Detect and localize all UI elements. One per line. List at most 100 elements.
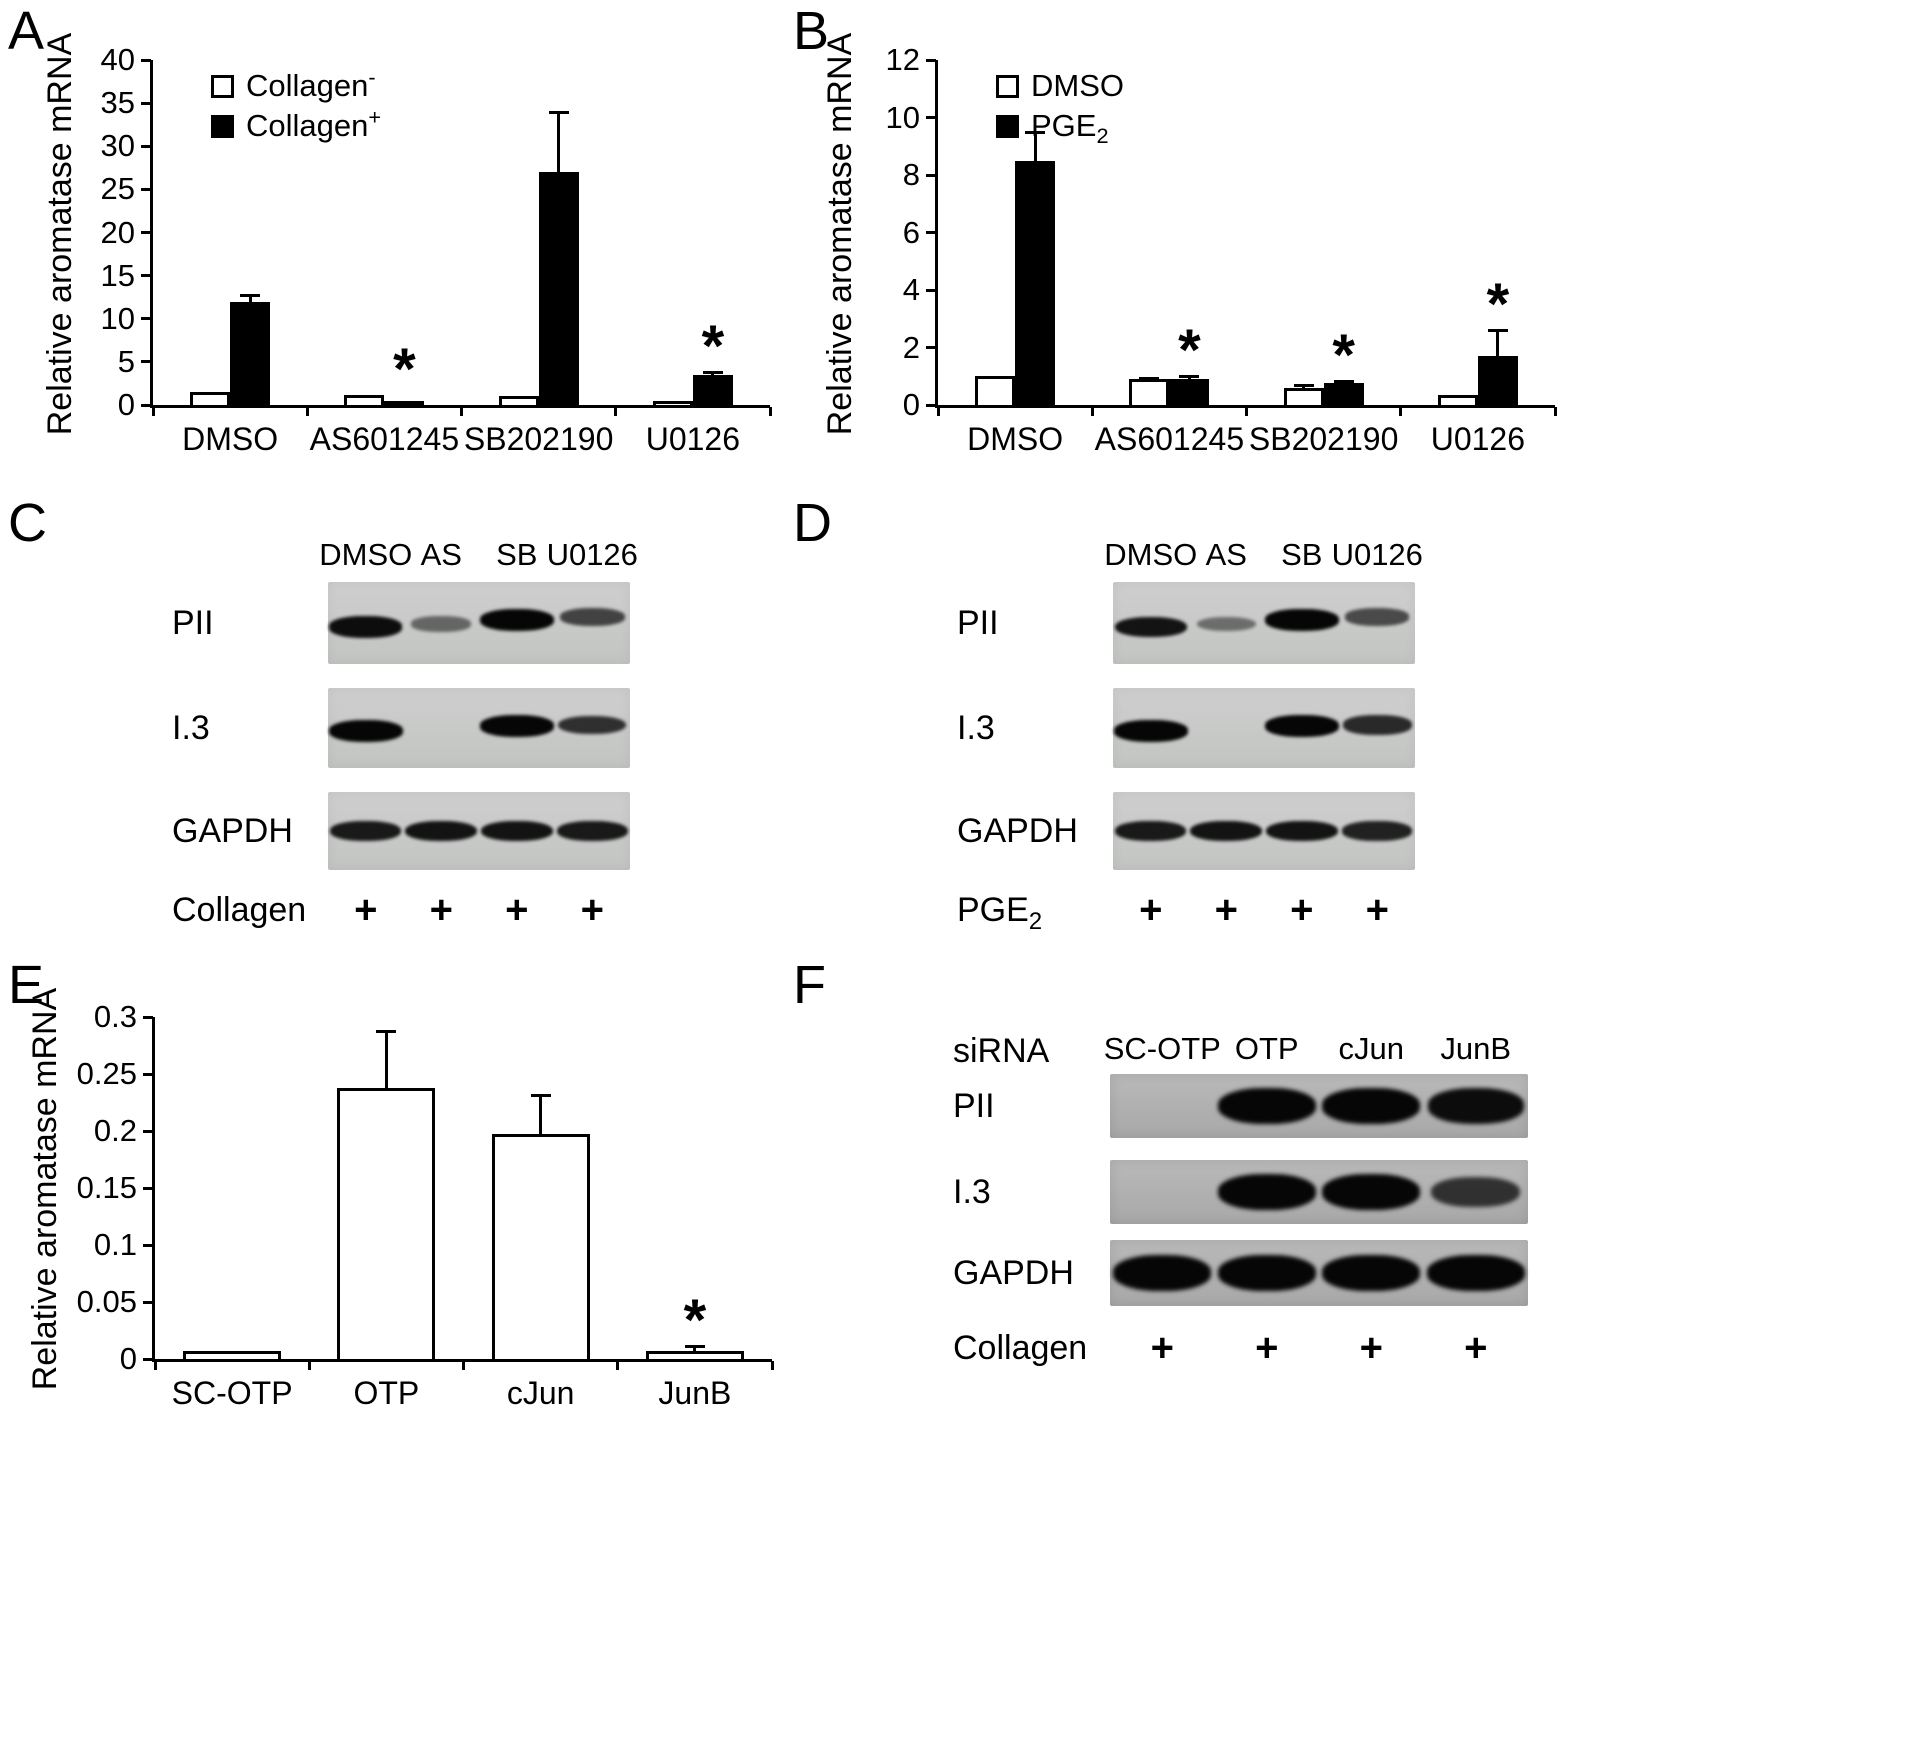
category-label: DMSO (967, 421, 1064, 457)
y-tick-label: 5 (117, 343, 135, 379)
legend-item: Collagen- (211, 66, 381, 106)
bar-sb202190-series2 (1323, 383, 1364, 405)
gel-band-pii-lane4 (1427, 1088, 1524, 1124)
gel-band-gapdh-lane4 (1342, 821, 1413, 841)
x-axis-tick (153, 1361, 157, 1370)
y-axis-tick (141, 317, 151, 321)
legend-label: Collagen- (246, 64, 376, 103)
bar-cjun-series1 (491, 1134, 590, 1359)
bar-sb202190-series2 (538, 172, 579, 405)
panel-d-gel: DMSO AS SB U0126 PII I.3 GAPDH PGE2 + + + + (785, 492, 1575, 952)
error-bar-cap (702, 371, 723, 375)
lane-header-as: AS (1205, 537, 1247, 572)
treatment-plus-lane4: + (1365, 888, 1389, 932)
gel-band-pii-lane3 (479, 609, 554, 631)
y-axis-tick (926, 346, 936, 349)
legend-swatch (211, 74, 234, 98)
gel-row-label-pii: PII (172, 604, 214, 642)
x-axis-tick (1399, 407, 1403, 416)
y-tick-label: 20 (100, 214, 135, 250)
y-axis-tick (141, 187, 151, 191)
significance-star: * (683, 1288, 707, 1354)
panel-b-letter: B (793, 1, 830, 61)
gel-band-i.3-lane3 (1322, 1174, 1421, 1210)
gel-band-i.3-lane3 (1264, 715, 1339, 737)
bar-as601245-series2 (384, 400, 425, 405)
gel-band-gapdh-lane3 (1322, 1255, 1421, 1291)
treatment-plus-lane1: + (1150, 1326, 1174, 1370)
lane-header-dmso: DMSO (319, 537, 413, 572)
gel-row-label-gapdh: GAPDH (172, 812, 293, 850)
bar-u0126-series1 (652, 400, 693, 405)
y-axis-tick (141, 274, 151, 278)
y-tick-label: 8 (902, 157, 920, 192)
y-tick-label: 4 (902, 272, 920, 307)
y-axis-tick (143, 1129, 153, 1133)
x-axis-tick (305, 407, 309, 416)
bar-dmso-series2 (230, 301, 271, 405)
y-axis-tick (141, 403, 151, 407)
gel-band-pii-lane3 (1264, 609, 1339, 631)
y-tick-label: 0.25 (76, 1056, 137, 1091)
panel-e-chart: 0 0.05 0.1 0.15 0.2 0.25 0.3 SC-OTP OTP cJun JunB * (77, 999, 774, 1411)
treatment-plus-lane3: + (505, 888, 529, 932)
error-bar (557, 111, 561, 173)
y-axis-tick (143, 1357, 153, 1361)
y-axis-tick (141, 231, 151, 234)
y-axis-tick (926, 173, 936, 177)
gel-band-i.3-lane4 (1342, 715, 1412, 735)
y-tick-label: 35 (100, 85, 135, 121)
panel-c-letter: C (8, 493, 47, 553)
error-bar (693, 1346, 697, 1352)
gel-band-gapdh-lane2 (1217, 1255, 1316, 1291)
category-label: U0126 (645, 421, 741, 457)
treatment-label: PGE2 (957, 891, 1043, 935)
lane-header-u0126: U0126 (1331, 537, 1423, 572)
legend-swatch (996, 74, 1019, 98)
y-axis-tick (141, 101, 151, 105)
panel-d: D DMSO AS SB U0126 PII I.3 GAPDH PGE2 + + + + (785, 492, 1575, 952)
legend-label: PGE2 (1031, 108, 1109, 149)
treatment-plus-lane3: + (1359, 1326, 1383, 1370)
significance-star: * (1486, 272, 1510, 338)
panel-a-letter: A (8, 1, 45, 61)
gel-row-label-pii: PII (953, 1087, 995, 1125)
y-tick-label: 6 (902, 214, 920, 250)
gel-band-pii-lane2 (1196, 616, 1256, 632)
treatment-plus-lane3: + (1290, 888, 1314, 932)
y-axis-tick (143, 1243, 153, 1247)
gel-row-label-i.3: I.3 (953, 1173, 991, 1211)
y-axis-tick (926, 58, 936, 62)
panel-a: A Relative aromatase mRNA 0 5 10 15 20 25 30 35… (0, 0, 780, 488)
gel-band-gapdh-lane1 (1113, 1255, 1212, 1291)
y-tick-label: 2 (902, 329, 920, 365)
category-label: AS601245 (309, 421, 460, 457)
panel-b: B Relative aromatase mRNA 0 2 4 6 8 10 12 DMSO A… (785, 0, 1575, 488)
gel-band-pii-lane4 (1345, 608, 1410, 626)
lane-header-as: AS (420, 537, 462, 572)
x-axis-tick (768, 407, 772, 416)
y-axis-tick (141, 144, 151, 148)
bar-u0126-series1 (1437, 394, 1478, 405)
y-tick-label: 10 (100, 300, 135, 336)
y-axis-tick (143, 1015, 153, 1019)
error-bar (1033, 131, 1037, 161)
bar-u0126-series2 (1477, 356, 1518, 405)
x-axis-tick (1245, 407, 1248, 416)
lane-header-cjun: cJun (1338, 1031, 1404, 1066)
bar-u0126-series2 (692, 374, 733, 405)
panel-f: F siRNA SC-OTP OTP cJun JunB PII I.3 GAPDH Colla… (785, 952, 1575, 1752)
error-bar (248, 294, 252, 302)
panel-a-chart: 0 5 10 15 20 25 30 35 40 DMSO AS601245 * SB202190 U01… (101, 42, 772, 457)
gel-band-i.3-lane3 (479, 715, 554, 737)
y-tick-label: 0.2 (93, 1113, 137, 1148)
bar-sb202190-series1 (1283, 387, 1324, 405)
error-bar-cap (1293, 384, 1314, 388)
lane-header-sc-otp: SC-OTP (1103, 1031, 1221, 1066)
gel-row-label-pii: PII (957, 604, 999, 642)
bar-sb202190-series1 (498, 396, 539, 405)
x-axis-tick (151, 407, 155, 416)
treatment-plus-lane4: + (1464, 1326, 1488, 1370)
error-bar-cap (1487, 329, 1508, 333)
sirna-header-label: siRNA (953, 1032, 1050, 1070)
